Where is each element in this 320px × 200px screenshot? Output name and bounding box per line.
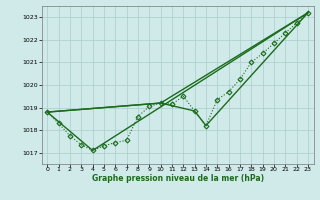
X-axis label: Graphe pression niveau de la mer (hPa): Graphe pression niveau de la mer (hPa) — [92, 174, 264, 183]
